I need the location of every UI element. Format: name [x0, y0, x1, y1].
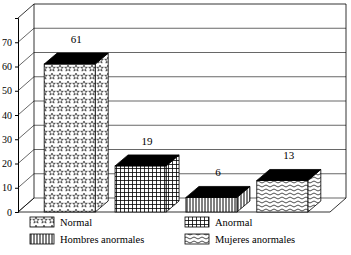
data-label: 61 [71, 33, 82, 45]
bar [44, 64, 95, 212]
tick-label: 50 [2, 85, 12, 96]
grid-line [18, 28, 346, 42]
tick-label: 10 [2, 182, 12, 193]
bar-group [115, 155, 179, 212]
bar [186, 197, 237, 212]
chart: 0 10 20 30 40 50 60 70 61 19 6 13 Normal Anormal Hombr… [0, 0, 351, 255]
legend-label: Hombres anormales [60, 234, 144, 245]
tick-label: 30 [2, 134, 12, 145]
tick-mark [15, 91, 18, 92]
tick-label: 60 [2, 61, 12, 72]
bar [115, 166, 166, 212]
bar-side [95, 53, 108, 212]
grid [18, 28, 346, 212]
legend-item: Normal [30, 217, 92, 228]
tick-label: 0 [7, 207, 12, 218]
legend-swatch [30, 234, 54, 244]
tick: 30 [2, 134, 18, 145]
bar-top [44, 53, 108, 64]
data-label: 13 [283, 149, 295, 161]
tick: 50 [2, 85, 18, 96]
grid-line [18, 53, 346, 67]
frame [18, 4, 346, 212]
tick-label: 40 [2, 110, 12, 121]
tick: 0 [7, 207, 18, 218]
bar-group [186, 186, 250, 212]
legend-item: Mujeres anormales [185, 234, 295, 245]
legend-label: Mujeres anormales [215, 234, 295, 245]
legend-item: Hombres anormales [30, 234, 144, 245]
side-wall [18, 4, 34, 18]
bar [257, 180, 308, 212]
tick-mark [15, 67, 18, 68]
tick: 40 [2, 110, 18, 121]
tick-mark [15, 212, 18, 213]
tick-mark [15, 188, 18, 189]
legend: Normal Anormal Hombres anormales Mujeres an… [30, 217, 295, 245]
legend-label: Anormal [215, 217, 252, 228]
bar-top [186, 186, 250, 197]
y-axis: 0 10 20 30 40 50 60 70 [2, 19, 19, 218]
legend-swatch [185, 217, 209, 227]
legend-swatch [30, 217, 54, 227]
legend-label: Normal [60, 217, 92, 228]
tick-label: 70 [2, 37, 12, 48]
legend-item: Anormal [185, 217, 252, 228]
tick-mark [15, 42, 18, 43]
bars [44, 53, 321, 212]
tick-mark [15, 139, 18, 140]
tick: 60 [2, 61, 18, 72]
tick-mark [15, 164, 18, 165]
tick: 20 [2, 158, 18, 169]
bar-group [44, 53, 108, 212]
tick: 10 [2, 182, 18, 193]
tick-mark [15, 115, 18, 116]
data-label: 6 [215, 166, 221, 178]
bar-group [257, 169, 321, 212]
tick-label: 20 [2, 158, 12, 169]
y-axis-line [15, 19, 19, 213]
bar-top [115, 155, 179, 166]
legend-swatch [185, 234, 209, 244]
data-labels: 61 19 6 13 [71, 33, 295, 178]
bar-top [257, 169, 321, 180]
tick: 70 [2, 37, 18, 48]
data-label: 19 [142, 135, 154, 147]
